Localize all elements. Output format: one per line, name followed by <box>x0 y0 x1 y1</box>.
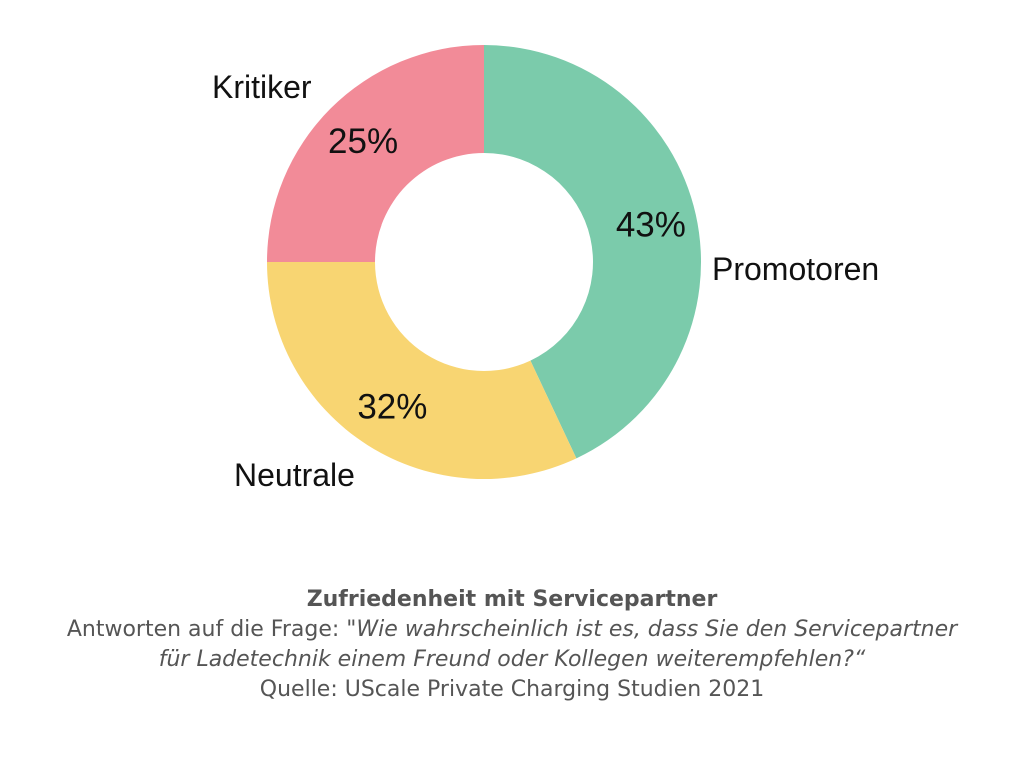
slice-promotoren <box>484 45 701 459</box>
category-label-neutrale: Neutrale <box>234 457 355 493</box>
caption-question-line1: Antworten auf die Frage: "Wie wahrschein… <box>0 615 1024 645</box>
caption-question-prefix: Antworten auf die Frage: " <box>66 617 357 642</box>
caption-question-line2: für Ladetechnik einem Freund oder Kolleg… <box>158 647 866 672</box>
caption-source: Quelle: UScale Private Charging Studien … <box>259 677 765 702</box>
donut-chart: 43% Promotoren 32%Neutrale 25% Kritiker <box>212 45 879 493</box>
slice-kritiker <box>267 45 484 262</box>
caption-question-text1: Wie wahrscheinlich ist es, dass Sie den … <box>356 617 958 642</box>
slice-value-label-promotoren: 43% <box>616 206 686 245</box>
category-label-promotoren: Promotoren <box>712 251 879 287</box>
slices-group <box>266 45 701 479</box>
labels-group: 43% Promotoren 32%Neutrale 25% Kritiker <box>212 69 879 493</box>
category-label-kritiker: Kritiker <box>212 69 312 105</box>
slice-value-label-neutrale: 32% <box>357 387 427 426</box>
chart-caption: Zufriedenheit mit Servicepartner Antwort… <box>0 585 1024 705</box>
slice-value-label-kritiker: 25% <box>328 122 398 161</box>
caption-title: Zufriedenheit mit Servicepartner <box>306 587 718 612</box>
slice-neutrale <box>266 262 577 479</box>
